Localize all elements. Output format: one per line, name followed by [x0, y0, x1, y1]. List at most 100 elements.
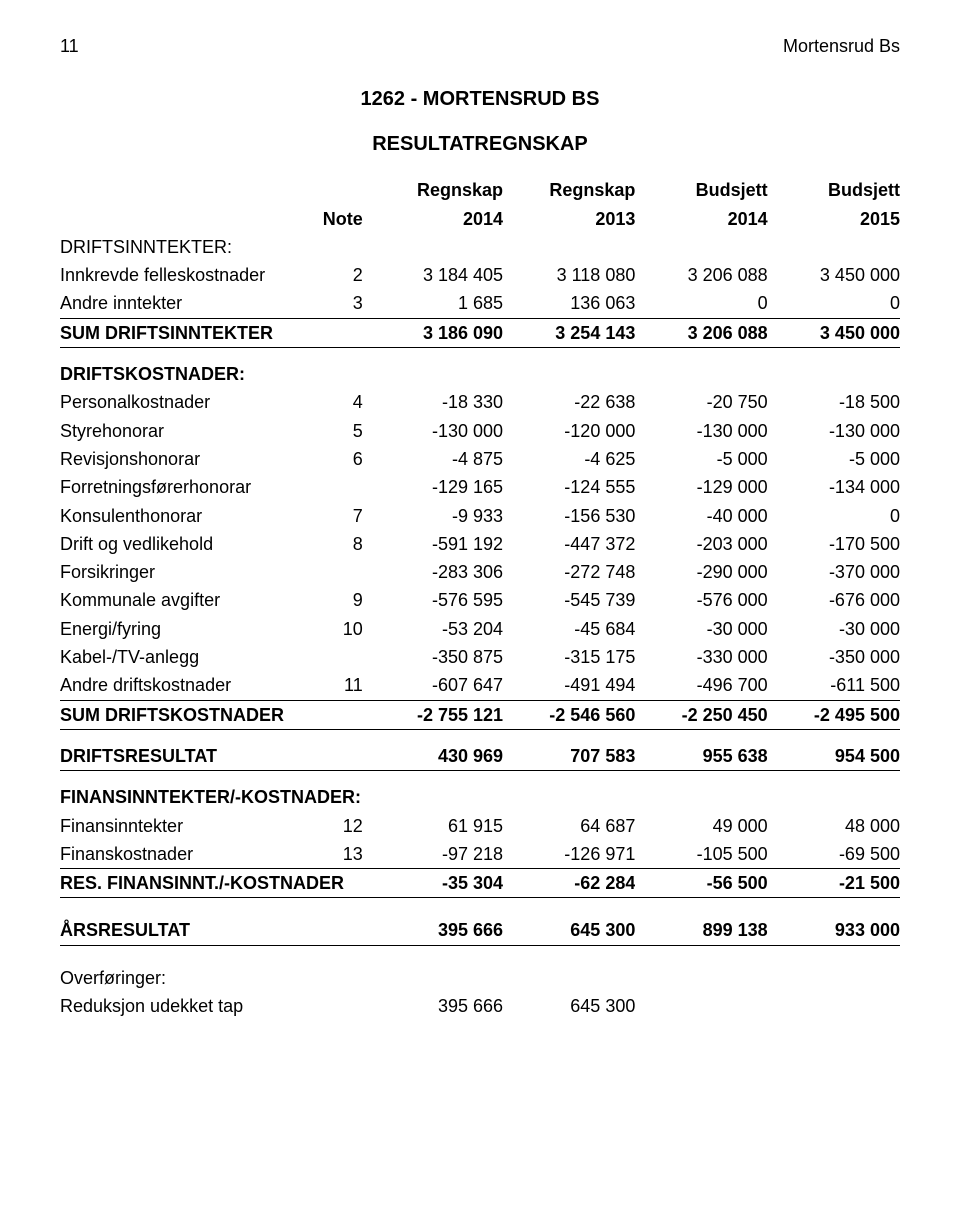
row-label: Innkrevde felleskostnader — [60, 261, 311, 289]
cell: 3 206 088 — [635, 318, 767, 347]
row-note: 10 — [311, 615, 371, 643]
cell: 3 450 000 — [768, 261, 900, 289]
cell: -283 306 — [371, 558, 503, 586]
cell: -2 755 121 — [371, 700, 503, 729]
cell: -611 500 — [768, 671, 900, 700]
row-label: Styrehonorar — [60, 417, 311, 445]
row-label: Personalkostnader — [60, 388, 311, 416]
cell: 64 687 — [503, 812, 635, 840]
table-row: Forsikringer -283 306 -272 748 -290 000 … — [60, 558, 900, 586]
table-row: Kabel-/TV-anlegg -350 875 -315 175 -330 … — [60, 643, 900, 671]
cell: 136 063 — [503, 289, 635, 318]
section-head: FINANSINNTEKTER/-KOSTNADER: — [60, 771, 371, 812]
sum-row: SUM DRIFTSKOSTNADER -2 755 121 -2 546 56… — [60, 700, 900, 729]
sum-row: RES. FINANSINNT./-KOSTNADER -35 304 -62 … — [60, 869, 900, 898]
cell: -130 000 — [635, 417, 767, 445]
cell: -203 000 — [635, 530, 767, 558]
cell: -2 546 560 — [503, 700, 635, 729]
cell: -576 000 — [635, 586, 767, 614]
cell: -370 000 — [768, 558, 900, 586]
cell: -18 330 — [371, 388, 503, 416]
cell: 395 666 — [371, 898, 503, 945]
cell: 0 — [768, 502, 900, 530]
cell: -591 192 — [371, 530, 503, 558]
cell: -447 372 — [503, 530, 635, 558]
cell: -20 750 — [635, 388, 767, 416]
cell: -290 000 — [635, 558, 767, 586]
row-label: Forretningsførerhonorar — [60, 473, 311, 501]
cell: -45 684 — [503, 615, 635, 643]
arsresultat-row: ÅRSRESULTAT 395 666 645 300 899 138 933 … — [60, 898, 900, 945]
cell: -56 500 — [635, 869, 767, 898]
row-note: 6 — [311, 445, 371, 473]
section-head: Overføringer: — [60, 945, 311, 992]
cell: -4 875 — [371, 445, 503, 473]
row-label: Kommunale avgifter — [60, 586, 311, 614]
cell: -170 500 — [768, 530, 900, 558]
cell: -491 494 — [503, 671, 635, 700]
table-row: Reduksjon udekket tap 395 666 645 300 — [60, 992, 900, 1020]
cell: -97 218 — [371, 840, 503, 869]
cell: -30 000 — [768, 615, 900, 643]
cell: -129 000 — [635, 473, 767, 501]
row-label: Finanskostnader — [60, 840, 311, 869]
row-note: 4 — [311, 388, 371, 416]
row-note: 13 — [311, 840, 371, 869]
row-note: 11 — [311, 671, 371, 700]
driftsresultat-row: DRIFTSRESULTAT 430 969 707 583 955 638 9… — [60, 729, 900, 770]
cell: 48 000 — [768, 812, 900, 840]
cell: 61 915 — [371, 812, 503, 840]
cell: 3 184 405 — [371, 261, 503, 289]
row-note: 3 — [311, 289, 371, 318]
cell: -5 000 — [635, 445, 767, 473]
cell: 645 300 — [503, 898, 635, 945]
cell: 430 969 — [371, 729, 503, 770]
sum-row: SUM DRIFTSINNTEKTER 3 186 090 3 254 143 … — [60, 318, 900, 347]
cell: -496 700 — [635, 671, 767, 700]
page: 11 Mortensrud Bs 1262 - MORTENSRUD BS RE… — [0, 0, 960, 1219]
cell: 0 — [768, 289, 900, 318]
table-row: Kommunale avgifter 9 -576 595 -545 739 -… — [60, 586, 900, 614]
table-row: Styrehonorar 5 -130 000 -120 000 -130 00… — [60, 417, 900, 445]
row-label: Andre driftskostnader — [60, 671, 311, 700]
section-head: DRIFTSKOSTNADER: — [60, 348, 311, 389]
cell: -21 500 — [768, 869, 900, 898]
table-row: Innkrevde felleskostnader 2 3 184 405 3 … — [60, 261, 900, 289]
row-label: Energi/fyring — [60, 615, 311, 643]
table-header-row-2: Note 2014 2013 2014 2015 — [60, 205, 900, 233]
row-label: SUM DRIFTSKOSTNADER — [60, 700, 311, 729]
cell: -4 625 — [503, 445, 635, 473]
table-row: Andre driftskostnader 11 -607 647 -491 4… — [60, 671, 900, 700]
cell: 395 666 — [371, 992, 503, 1020]
table-header-row-1: Regnskap Regnskap Budsjett Budsjett — [60, 176, 900, 204]
row-label: Finansinntekter — [60, 812, 311, 840]
cell: 3 254 143 — [503, 318, 635, 347]
cell: -156 530 — [503, 502, 635, 530]
cell: 0 — [635, 289, 767, 318]
row-note: 12 — [311, 812, 371, 840]
row-label: Forsikringer — [60, 558, 311, 586]
cell: -69 500 — [768, 840, 900, 869]
col-head-note: Note — [311, 205, 371, 233]
cell: -40 000 — [635, 502, 767, 530]
cell: -676 000 — [768, 586, 900, 614]
table-row: Drift og vedlikehold 8 -591 192 -447 372… — [60, 530, 900, 558]
cell: -9 933 — [371, 502, 503, 530]
table-row: Forretningsførerhonorar -129 165 -124 55… — [60, 473, 900, 501]
cell: 955 638 — [635, 729, 767, 770]
page-header: 11 Mortensrud Bs — [60, 34, 900, 58]
table-row: Energi/fyring 10 -53 204 -45 684 -30 000… — [60, 615, 900, 643]
cell: 645 300 — [503, 992, 635, 1020]
cell: -350 000 — [768, 643, 900, 671]
table-row: Finansinntekter 12 61 915 64 687 49 000 … — [60, 812, 900, 840]
cell: -2 495 500 — [768, 700, 900, 729]
cell: -129 165 — [371, 473, 503, 501]
cell: -105 500 — [635, 840, 767, 869]
cell: 954 500 — [768, 729, 900, 770]
table-row: Finanskostnader 13 -97 218 -126 971 -105… — [60, 840, 900, 869]
row-note: 5 — [311, 417, 371, 445]
row-label: Andre inntekter — [60, 289, 311, 318]
row-note: 9 — [311, 586, 371, 614]
row-label: Reduksjon udekket tap — [60, 992, 311, 1020]
row-note: 8 — [311, 530, 371, 558]
